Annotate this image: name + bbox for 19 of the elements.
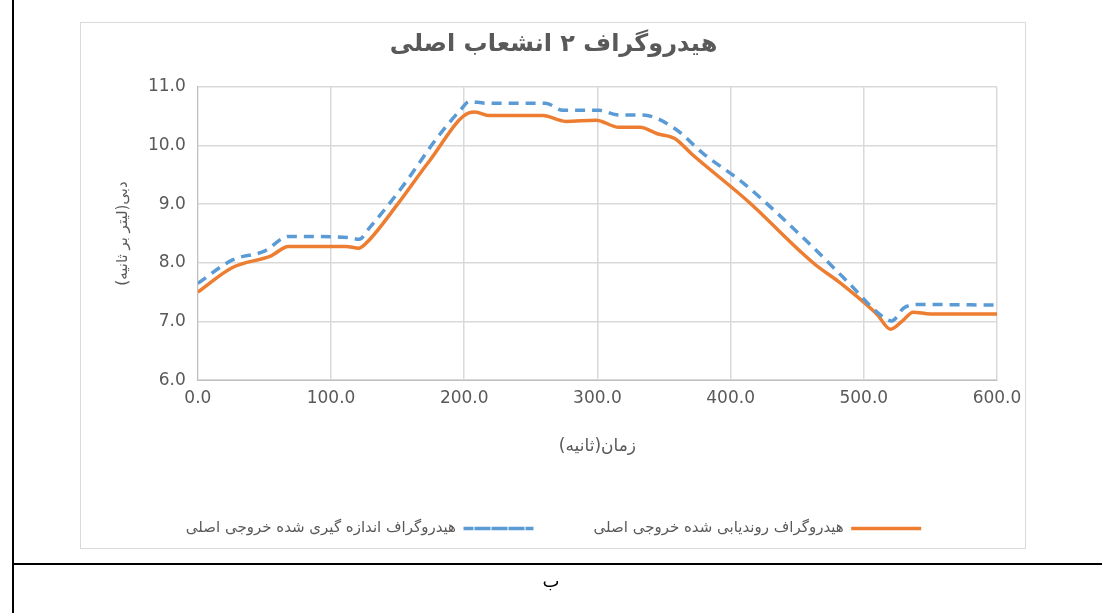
y-tick-label: 9.0 — [158, 192, 186, 213]
x-tick-label: 200.0 — [439, 386, 489, 407]
x-tick-label: 300.0 — [573, 386, 622, 407]
legend-label: هیدروگراف اندازه گیری شده خروجی اصلی — [185, 518, 457, 537]
y-tick-label: 8.0 — [158, 251, 186, 272]
x-tick-label: 100.0 — [306, 386, 356, 407]
x-tick-label: 500.0 — [839, 386, 889, 407]
y-tick-label: 7.0 — [158, 309, 186, 330]
x-tick-label: 400.0 — [706, 386, 755, 407]
y-tick-label: 11.0 — [147, 75, 186, 96]
x-axis-title: زمان(ثانیه) — [558, 435, 636, 456]
x-tick-label: 600.0 — [972, 386, 1022, 407]
chart-title: هیدروگراف ۲ انشعاب اصلی — [389, 28, 718, 57]
text: ب — [541, 570, 561, 591]
y-tick-label: 6.0 — [158, 368, 186, 389]
x-tick-label: 0.0 — [184, 386, 212, 407]
legend-label: هیدروگراف روندیابی شده خروجی اصلی — [593, 518, 844, 537]
y-tick-label: 10.0 — [147, 133, 186, 154]
y-axis-title: دبی(لیتر بر ثانیه) — [112, 181, 131, 286]
